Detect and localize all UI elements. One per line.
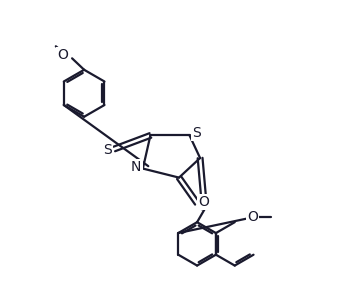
Text: S: S xyxy=(103,143,112,157)
Text: S: S xyxy=(192,126,201,140)
Text: O: O xyxy=(58,48,68,62)
Text: O: O xyxy=(247,210,258,224)
Text: O: O xyxy=(198,195,209,209)
Text: N: N xyxy=(131,160,142,174)
